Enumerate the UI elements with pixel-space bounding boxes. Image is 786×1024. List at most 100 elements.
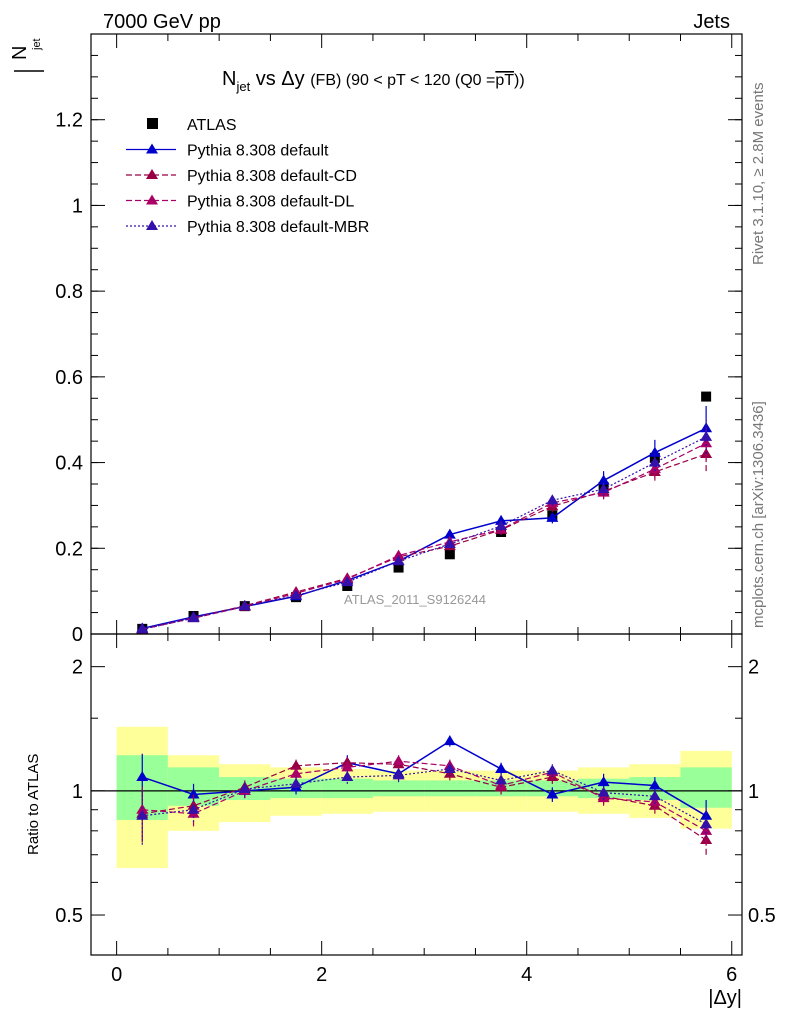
ratio-ytick-label: 1 xyxy=(72,781,83,803)
main-ylabel-n: N xyxy=(9,46,31,60)
point-mbr xyxy=(597,483,610,494)
main-ytick-label: 0 xyxy=(72,624,83,646)
legend-marker-atlas xyxy=(147,118,158,129)
ratio-xtick-label: 0 xyxy=(111,964,122,986)
ratio-point-mbr xyxy=(290,777,303,788)
watermark: ATLAS_2011_S9126244 xyxy=(344,592,486,607)
ratio-bands xyxy=(116,726,732,869)
point-dl xyxy=(392,549,405,560)
ratio-point-mbr xyxy=(495,774,508,785)
legend-marker-dl xyxy=(146,194,158,205)
legend-label-dl: Pythia 8.308 default-DL xyxy=(187,194,354,211)
title-over: pT xyxy=(495,72,514,89)
main-ytick-label: 1 xyxy=(72,195,83,217)
legend-label-atlas: ATLAS xyxy=(187,117,237,134)
legend-item-mbr: Pythia 8.308 default-MBR xyxy=(126,219,369,236)
point-dl xyxy=(648,463,661,473)
main-ylabel: N jet xyxy=(9,38,44,72)
ratio-ytick-label-right: 1 xyxy=(748,781,759,803)
point-default xyxy=(597,474,610,485)
ratio-point-default xyxy=(700,809,713,820)
mcplots-label: mcplots.cern.ch [arXiv:1306.3436] xyxy=(750,401,767,628)
point-default xyxy=(546,511,559,522)
point-atlas xyxy=(393,562,404,573)
ratio-point-dl xyxy=(290,767,303,778)
point-atlas xyxy=(444,549,455,560)
ratio-frame xyxy=(90,633,743,956)
ratio-point-default xyxy=(136,771,149,782)
ratio-point-dl xyxy=(700,824,713,835)
ratio-line-mbr xyxy=(142,768,707,825)
point-default xyxy=(443,528,456,539)
ratio-point-default xyxy=(546,788,559,799)
legend-item-atlas: ATLAS xyxy=(147,117,237,134)
point-default xyxy=(495,514,508,525)
header-right: Jets xyxy=(693,11,730,33)
legend-marker-default xyxy=(146,143,158,154)
point-mbr xyxy=(290,589,303,600)
band-inner xyxy=(321,778,373,799)
header-left: 7000 GeV pp xyxy=(103,11,221,33)
ratio-ytick-label-right: 2 xyxy=(748,657,759,679)
band-inner xyxy=(372,780,425,797)
ratio-series-mbr xyxy=(136,762,713,845)
series-line-mbr xyxy=(142,436,707,630)
ratio-plot-area xyxy=(136,735,713,855)
series-mbr xyxy=(136,419,713,634)
main-ytick-label: 0.6 xyxy=(55,367,83,389)
series-line-cd xyxy=(142,453,707,630)
main-title: Njet vs Δy (FB) (90 < pT < 120 (Q0 =pT)) xyxy=(222,68,525,94)
band-inner xyxy=(424,780,476,797)
ratio-xlabel: |Δy| xyxy=(708,987,742,1009)
ratio-point-mbr xyxy=(238,783,251,794)
point-mbr xyxy=(238,600,251,611)
legend-marker-cd xyxy=(146,169,158,179)
legend-item-dl: Pythia 8.308 default-DL xyxy=(126,194,354,211)
ratio-point-dl xyxy=(495,779,508,790)
ratio-line-dl xyxy=(142,760,707,832)
ratio-point-default xyxy=(443,735,456,746)
svg-text:Njet vs Δy (FB) (90 < pT < 120: Njet vs Δy (FB) (90 < pT < 120 (Q0 =pT)) xyxy=(222,68,525,94)
ratio-ylabel: Ratio to ATLAS xyxy=(25,754,42,855)
title-small: (FB) (90 < pT < 120 (Q0 = xyxy=(310,72,495,89)
ratio-point-mbr xyxy=(700,818,713,829)
ratio-point-dl xyxy=(597,792,610,803)
ratio-ytick-label: 0.5 xyxy=(55,905,83,927)
point-mbr xyxy=(700,430,713,441)
legend-label-mbr: Pythia 8.308 default-MBR xyxy=(187,219,369,236)
main-ytick-label: 0.2 xyxy=(55,538,83,560)
title-sub: jet xyxy=(235,79,250,94)
ratio-point-default xyxy=(648,779,661,790)
ratio-point-mbr xyxy=(392,769,405,780)
ratio-xtick-label: 4 xyxy=(521,964,532,986)
main-plot-area xyxy=(136,391,713,634)
point-mbr xyxy=(392,555,405,566)
title-end: )) xyxy=(514,72,525,89)
legend: ATLAS Pythia 8.308 default Pythia 8.308 de… xyxy=(126,117,369,236)
ratio-point-mbr xyxy=(341,771,354,782)
point-mbr xyxy=(187,612,200,623)
title-rest: vs Δy xyxy=(250,68,310,90)
ratio-point-default xyxy=(187,788,200,799)
point-atlas xyxy=(701,391,712,402)
point-mbr xyxy=(136,623,149,634)
ratio-xtick-label: 6 xyxy=(726,964,737,986)
ratio-point-mbr xyxy=(648,790,661,801)
ratio-point-cd xyxy=(290,759,303,770)
ratio-point-dl xyxy=(392,755,405,766)
point-mbr xyxy=(495,520,508,530)
legend-item-default: Pythia 8.308 default xyxy=(126,143,329,160)
ratio-point-mbr xyxy=(597,786,610,797)
point-mbr xyxy=(546,494,559,505)
ratio-point-mbr xyxy=(187,803,200,814)
ratio-point-default xyxy=(597,776,610,787)
ratio-line-cd xyxy=(142,762,707,841)
point-mbr xyxy=(341,576,354,587)
main-ytick-label: 0.8 xyxy=(55,281,83,303)
legend-label-default: Pythia 8.308 default xyxy=(187,143,329,160)
title-n: N xyxy=(222,68,236,90)
ratio-point-dl xyxy=(648,795,661,806)
ratio-ytick-label-right: 0.5 xyxy=(748,905,776,927)
point-default xyxy=(648,446,661,457)
